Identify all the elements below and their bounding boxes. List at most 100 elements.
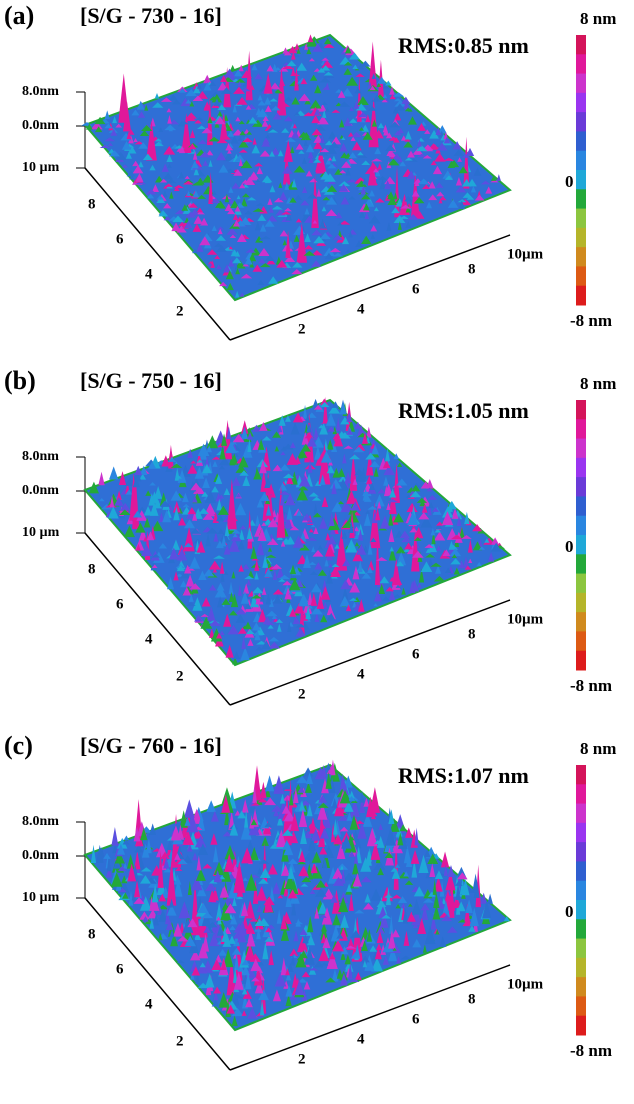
surface-spike (352, 565, 360, 580)
surface-spike (283, 881, 289, 897)
surface-spike (126, 130, 132, 140)
surface-spike (196, 855, 202, 871)
surface-spike (322, 936, 331, 949)
surface-spike (149, 164, 156, 171)
surface-spike (396, 551, 407, 566)
surface-spike (286, 60, 297, 67)
surface-spike (349, 107, 354, 111)
surface-spike (193, 85, 201, 94)
panel-title: [S/G - 730 - 16] (80, 3, 222, 28)
surface-spike (296, 509, 302, 516)
surface-spike (391, 574, 403, 586)
surface-spike (245, 899, 256, 919)
surface-spike (409, 528, 419, 533)
surface-spike (291, 268, 303, 275)
surface-spike (473, 167, 482, 176)
surface-spike (393, 463, 400, 503)
surface-spike (158, 932, 163, 941)
surface-spike (154, 486, 163, 499)
surface-spike (320, 914, 327, 918)
surface-spike (154, 92, 160, 99)
surface-spike (376, 931, 384, 944)
surface-spike (202, 933, 210, 952)
surface-spike (255, 178, 261, 183)
surface-spike (412, 922, 419, 929)
surface-spike (318, 794, 328, 803)
surface-spike (321, 764, 327, 777)
surface-spike (394, 103, 406, 111)
surface-spike (377, 500, 382, 509)
surface-spike (307, 591, 313, 606)
surface-spike (231, 529, 241, 534)
surface-spike (221, 433, 228, 446)
surface-spike (197, 139, 208, 144)
surface-spike (316, 595, 325, 609)
surface-spike (377, 867, 384, 876)
surface-spike (349, 836, 355, 841)
panel-label: (b) (4, 366, 36, 395)
surface-spike (252, 784, 257, 803)
surface-spike (208, 261, 214, 265)
surface-spike (264, 567, 273, 578)
surface-spike (136, 543, 141, 551)
surface-spike (158, 543, 168, 549)
surface-spike (213, 986, 222, 994)
surface-spike (487, 552, 495, 562)
surface-spike (373, 860, 386, 870)
surface-spike (325, 977, 336, 983)
surface-spike (172, 501, 181, 513)
surface-spike (345, 539, 358, 553)
surface-spike (304, 521, 315, 525)
surface-spike (323, 247, 336, 257)
surface-spike (197, 902, 209, 913)
surface-spike (389, 488, 397, 498)
surface-spike (441, 914, 453, 922)
surface-spike (391, 867, 401, 879)
surface-spike (373, 207, 379, 212)
surface-spike (259, 223, 267, 232)
surface-spike (262, 554, 268, 568)
surface-spike (326, 465, 335, 474)
surface-spike (258, 248, 270, 257)
surface-spike (273, 775, 285, 794)
surface-spike (236, 195, 241, 200)
surface-spike (201, 911, 214, 919)
surface-spike (426, 201, 433, 209)
surface-spike (368, 189, 375, 197)
surface-spike (271, 205, 283, 210)
surface-spike (141, 124, 153, 131)
surface-spike (444, 890, 451, 901)
surface-base (83, 398, 512, 667)
surface-spike (396, 955, 402, 964)
surface-spike (346, 179, 358, 183)
surface-spike (341, 835, 352, 849)
surface-spike (251, 622, 261, 631)
surface-spike (367, 505, 378, 510)
surface-spike (357, 822, 367, 839)
surface-spike (238, 456, 249, 468)
surface-spike (352, 446, 365, 453)
surface-spike (182, 917, 194, 933)
surface-spike (323, 43, 335, 48)
surface-spike (204, 973, 215, 988)
surface-spike (287, 866, 295, 879)
surface-spike (262, 941, 269, 960)
surface-spike (346, 883, 353, 892)
surface-spike (235, 614, 246, 623)
surface-spike (164, 183, 174, 187)
surface-spike (311, 828, 321, 841)
surface-spike (264, 105, 272, 112)
x-tick-label: 4 (357, 301, 365, 317)
surface-spike (298, 485, 309, 491)
surface-spike (227, 625, 240, 635)
surface-spike (458, 200, 466, 210)
surface-spike (131, 109, 140, 116)
surface-spike (456, 872, 468, 880)
surface-spike (241, 635, 246, 650)
surface-spike (201, 491, 209, 497)
surface-spike (247, 1007, 258, 1019)
surface-spike (395, 827, 403, 837)
surface-spike (271, 563, 283, 569)
surface-spike (277, 895, 284, 899)
surface-spike (145, 838, 152, 854)
